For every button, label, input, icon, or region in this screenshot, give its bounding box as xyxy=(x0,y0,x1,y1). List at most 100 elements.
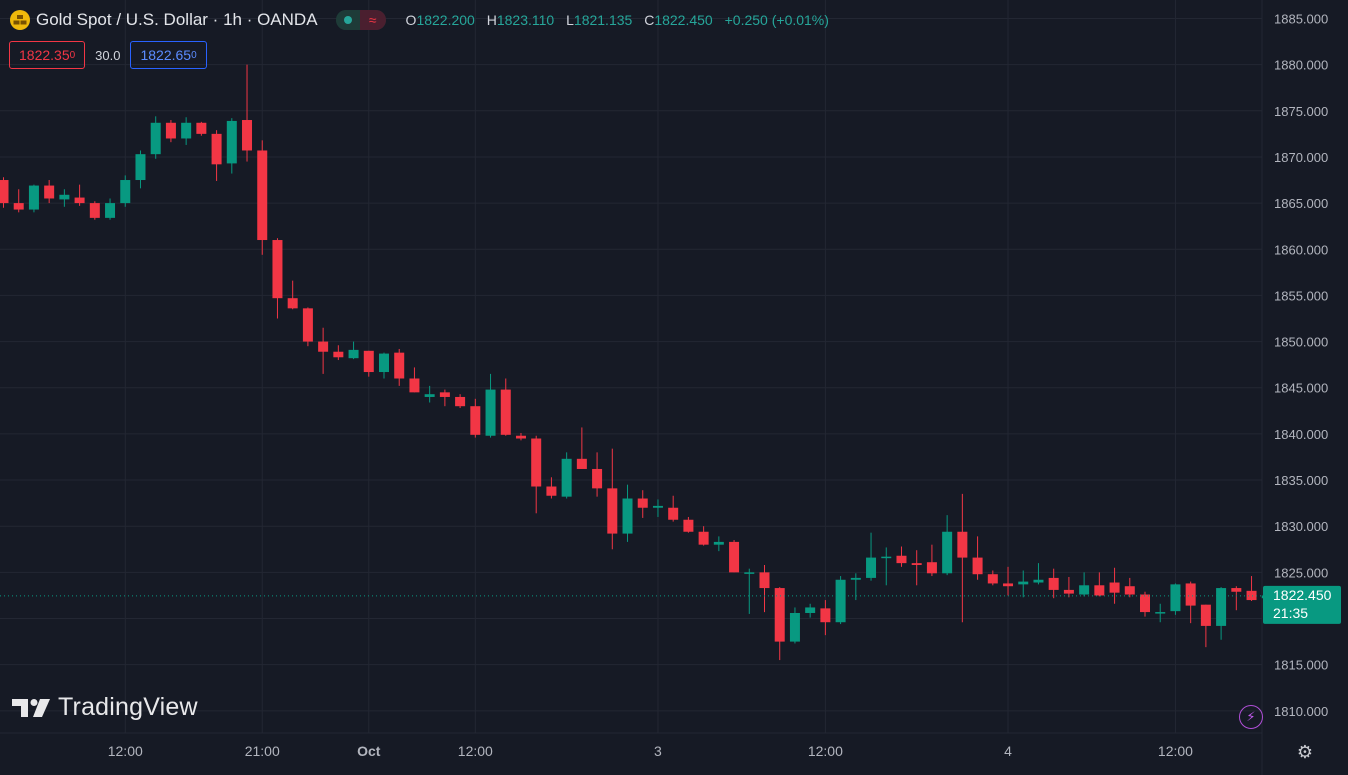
candle-body xyxy=(455,396,466,407)
candle xyxy=(896,546,907,567)
candle xyxy=(926,544,937,577)
ohlc-values: O1822.200 H1823.110 L1821.135 C1822.450 … xyxy=(406,12,829,28)
candle xyxy=(1216,587,1227,640)
close-key: C xyxy=(644,12,655,28)
candle-body xyxy=(150,122,161,155)
candle-body xyxy=(911,563,922,565)
candle-body xyxy=(211,133,222,165)
candle xyxy=(333,345,344,361)
time-tick-label: 3 xyxy=(654,743,662,759)
candle xyxy=(1048,568,1059,599)
candle-body xyxy=(683,519,694,532)
candle xyxy=(287,280,298,310)
candle-body xyxy=(424,394,435,397)
tradingview-logo[interactable]: TradingView xyxy=(12,693,198,722)
candle xyxy=(592,452,603,497)
candle xyxy=(150,116,161,159)
candle-body xyxy=(348,349,359,359)
candle xyxy=(607,448,618,550)
candle xyxy=(59,189,70,207)
candle-body xyxy=(1063,589,1074,594)
last-price-value: 1822.450 xyxy=(1273,587,1332,603)
candle-body xyxy=(1048,577,1059,590)
price-axis[interactable]: 1885.000 1880.000 1875.000 1870.000 1865.000… xyxy=(1274,11,1328,718)
candle-body xyxy=(470,406,481,435)
market-status-pill[interactable]: ≈ xyxy=(335,10,386,30)
candle xyxy=(242,64,253,162)
candle xyxy=(637,490,648,518)
time-tick-label: 21:00 xyxy=(245,743,280,759)
candle-body xyxy=(135,154,146,181)
candle xyxy=(972,536,983,580)
candle xyxy=(744,568,755,614)
lightning-icon[interactable]: ⚡ xyxy=(1239,705,1263,729)
buy-button[interactable]: 1822.65 0 xyxy=(130,41,207,69)
gear-icon[interactable]: ⚙ xyxy=(1296,741,1314,762)
candle xyxy=(120,175,131,207)
candle-body xyxy=(0,180,9,204)
candle-body xyxy=(500,389,511,435)
price-tick-label: 1840.000 xyxy=(1274,427,1328,442)
candle xyxy=(409,367,420,393)
candle xyxy=(1109,567,1120,604)
candle-body xyxy=(74,197,85,204)
candle xyxy=(28,184,39,213)
candle-body xyxy=(485,389,496,436)
sell-price: 1822.35 xyxy=(19,47,70,63)
symbol-header: Gold Spot / U.S. Dollar · 1h · OANDA ≈ O… xyxy=(10,9,829,31)
buy-price-pip: 0 xyxy=(191,49,197,61)
candle-body xyxy=(1033,579,1044,583)
candle xyxy=(181,117,192,145)
candle-body xyxy=(1200,604,1211,626)
candle-body xyxy=(789,612,800,642)
price-tick-label: 1880.000 xyxy=(1274,58,1328,73)
candle xyxy=(1246,576,1257,601)
candle-body xyxy=(1109,582,1120,593)
symbol-title[interactable]: Gold Spot / U.S. Dollar · 1h · OANDA xyxy=(36,10,318,29)
candle xyxy=(424,385,435,403)
candle xyxy=(698,526,709,546)
candle xyxy=(439,389,450,407)
candle-body xyxy=(866,557,877,578)
candle xyxy=(196,121,207,136)
candle xyxy=(531,435,542,514)
candle-body xyxy=(896,555,907,564)
candle xyxy=(729,540,740,573)
tradingview-mark-icon xyxy=(12,698,50,717)
spread-value: 30.0 xyxy=(95,47,121,63)
candle xyxy=(226,118,237,174)
candle-body xyxy=(652,505,663,508)
candle-body xyxy=(13,203,24,210)
time-axis[interactable]: 12:00 21:00 Oct 12:00 3 12:00 4 12:00 xyxy=(108,743,1193,759)
candle xyxy=(379,352,389,379)
candle-body xyxy=(1185,583,1196,606)
candle xyxy=(302,307,313,347)
candle-body xyxy=(835,579,846,623)
logo-text: TradingView xyxy=(58,693,198,721)
candle-body xyxy=(333,351,344,358)
candle xyxy=(622,484,633,542)
candle xyxy=(348,341,359,360)
candle-body xyxy=(242,120,253,151)
candle-body xyxy=(1079,585,1090,595)
candle-body xyxy=(181,122,192,139)
candle-body xyxy=(820,608,831,623)
sell-button[interactable]: 1822.35 0 xyxy=(9,41,86,69)
candle-body xyxy=(318,341,329,352)
last-price-box xyxy=(1263,585,1341,624)
candle-body xyxy=(272,240,283,299)
price-tick-label: 1815.000 xyxy=(1274,658,1328,673)
candle-body xyxy=(713,541,724,545)
price-tick-label: 1830.000 xyxy=(1274,519,1328,534)
candle-body xyxy=(774,588,785,642)
candle-body xyxy=(165,122,176,139)
candle xyxy=(911,550,922,586)
candle xyxy=(211,130,222,181)
candle-body xyxy=(1003,583,1014,587)
candle xyxy=(1185,581,1196,624)
price-tick-label: 1885.000 xyxy=(1274,11,1328,26)
candle xyxy=(1063,576,1074,598)
candle-body xyxy=(926,562,937,574)
high-value: 1823.110 xyxy=(496,12,555,28)
